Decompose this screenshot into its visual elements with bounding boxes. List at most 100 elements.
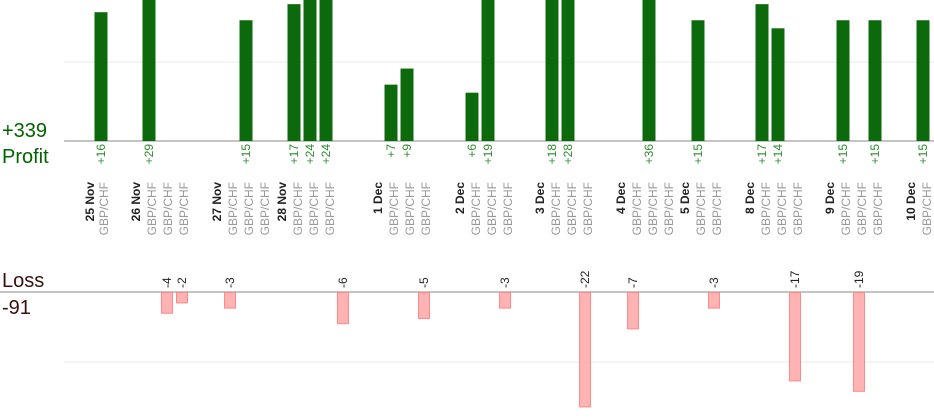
profit-value-label: +9 bbox=[400, 144, 414, 158]
pair-label: GBP/CHF bbox=[307, 182, 321, 235]
pair-label: GBP/CHF bbox=[323, 182, 337, 235]
profit-bar bbox=[642, 0, 656, 141]
pair-label: GBP/CHF bbox=[403, 182, 417, 235]
profit-bar bbox=[94, 12, 108, 142]
pair-label: GBP/CHF bbox=[581, 182, 595, 235]
pair-label: GBP/CHF bbox=[291, 182, 305, 235]
pair-label: GBP/CHF bbox=[419, 182, 433, 235]
pair-label: GBP/CHF bbox=[387, 182, 401, 235]
profit-value-label: +15 bbox=[868, 144, 882, 165]
profit-value-label: +16 bbox=[94, 144, 108, 165]
loss-bar bbox=[418, 292, 430, 319]
profit-value-label: +24 bbox=[319, 144, 333, 165]
pair-label: GBP/CHF bbox=[855, 182, 869, 235]
loss-value-label: -3 bbox=[223, 277, 237, 288]
loss-value-label: -22 bbox=[578, 270, 592, 288]
loss-value-label: -3 bbox=[707, 277, 721, 288]
profit-bar bbox=[319, 0, 333, 141]
profit-bar bbox=[303, 0, 317, 141]
profit-value-label: +28 bbox=[561, 144, 575, 165]
profit-bar bbox=[561, 0, 575, 141]
date-label: 2 Dec bbox=[453, 182, 467, 214]
profit-label: Profit bbox=[2, 146, 49, 168]
pair-label: GBP/CHF bbox=[630, 182, 644, 235]
pair-label: GBP/CHF bbox=[501, 182, 515, 235]
loss-value-label: -17 bbox=[788, 270, 802, 288]
profit-value-label: +17 bbox=[287, 144, 301, 165]
loss-value-label: -19 bbox=[852, 270, 866, 288]
pair-label: GBP/CHF bbox=[242, 182, 256, 235]
loss-bar bbox=[161, 292, 173, 314]
loss-bar bbox=[499, 292, 511, 309]
profit-bar bbox=[771, 28, 785, 141]
profit-value-label: +15 bbox=[239, 144, 253, 165]
profit-value-label: +15 bbox=[916, 144, 930, 165]
pair-label: GBP/CHF bbox=[145, 182, 159, 235]
loss-value-label: -2 bbox=[175, 277, 189, 288]
loss-bar bbox=[853, 292, 865, 392]
profit-value-label: +36 bbox=[642, 144, 656, 165]
pair-label: GBP/CHF bbox=[549, 182, 563, 235]
loss-bar bbox=[224, 292, 236, 309]
profit-bar bbox=[755, 4, 769, 142]
pair-label: GBP/CHF bbox=[646, 182, 660, 235]
pair-label: GBP/CHF bbox=[694, 182, 708, 235]
profit-value-label: +15 bbox=[691, 144, 705, 165]
pair-label: GBP/CHF bbox=[871, 182, 885, 235]
loss-value-label: -7 bbox=[626, 277, 640, 288]
loss-bar bbox=[789, 292, 801, 382]
date-label: 25 Nov bbox=[83, 182, 97, 222]
loss-value-label: -4 bbox=[160, 277, 174, 288]
pair-label: GBP/CHF bbox=[759, 182, 773, 235]
date-label: 9 Dec bbox=[823, 182, 837, 214]
profit-value-label: +29 bbox=[142, 144, 156, 165]
date-label: 4 Dec bbox=[614, 182, 628, 214]
loss-total: -91 bbox=[2, 297, 31, 319]
profit-value-label: +6 bbox=[465, 144, 479, 158]
profit-bar bbox=[836, 20, 850, 141]
profit-bar bbox=[239, 20, 253, 141]
pair-label: GBP/CHF bbox=[161, 182, 175, 235]
profit-value-label: +24 bbox=[303, 144, 317, 165]
profit-value-label: +17 bbox=[755, 144, 769, 165]
profit-bar bbox=[142, 0, 156, 141]
pair-label: GBP/CHF bbox=[710, 182, 724, 235]
loss-bar bbox=[176, 292, 188, 304]
profit-bar bbox=[691, 20, 705, 141]
date-label: 27 Nov bbox=[210, 182, 224, 222]
loss-bar bbox=[337, 292, 349, 325]
profit-bar bbox=[916, 20, 930, 141]
pair-label: GBP/CHF bbox=[662, 182, 676, 235]
profit-value-label: +14 bbox=[771, 144, 785, 165]
profit-value-label: +7 bbox=[384, 144, 398, 158]
profit-total: +339 bbox=[2, 120, 48, 142]
loss-bar bbox=[579, 292, 591, 408]
pair-label: GBP/CHF bbox=[775, 182, 789, 235]
profit-value-label: +19 bbox=[481, 144, 495, 165]
pair-label: GBP/CHF bbox=[791, 182, 805, 235]
pair-label: GBP/CHF bbox=[226, 182, 240, 235]
date-label: 5 Dec bbox=[678, 182, 692, 214]
profit-bar bbox=[481, 0, 495, 141]
profit-bar bbox=[545, 0, 559, 141]
profit-value-label: +15 bbox=[836, 144, 850, 165]
pair-label: GBP/CHF bbox=[97, 182, 111, 235]
date-label: 10 Dec bbox=[904, 182, 918, 221]
loss-value-label: -5 bbox=[417, 277, 431, 288]
pair-label: GBP/CHF bbox=[258, 182, 272, 235]
pair-label: GBP/CHF bbox=[177, 182, 191, 235]
profit-bar bbox=[465, 92, 479, 141]
pair-label: GBP/CHF bbox=[839, 182, 853, 235]
profit-bar bbox=[400, 68, 414, 141]
profit-bar bbox=[868, 20, 882, 141]
date-label: 28 Nov bbox=[275, 182, 289, 222]
loss-bar bbox=[708, 292, 720, 309]
date-label: 1 Dec bbox=[371, 182, 385, 214]
loss-value-label: -6 bbox=[336, 277, 350, 288]
profit-bar bbox=[384, 84, 398, 141]
pair-label: GBP/CHF bbox=[565, 182, 579, 235]
loss-value-label: -3 bbox=[498, 277, 512, 288]
loss-bar bbox=[627, 292, 639, 330]
pair-label: GBP/CHF bbox=[469, 182, 483, 235]
